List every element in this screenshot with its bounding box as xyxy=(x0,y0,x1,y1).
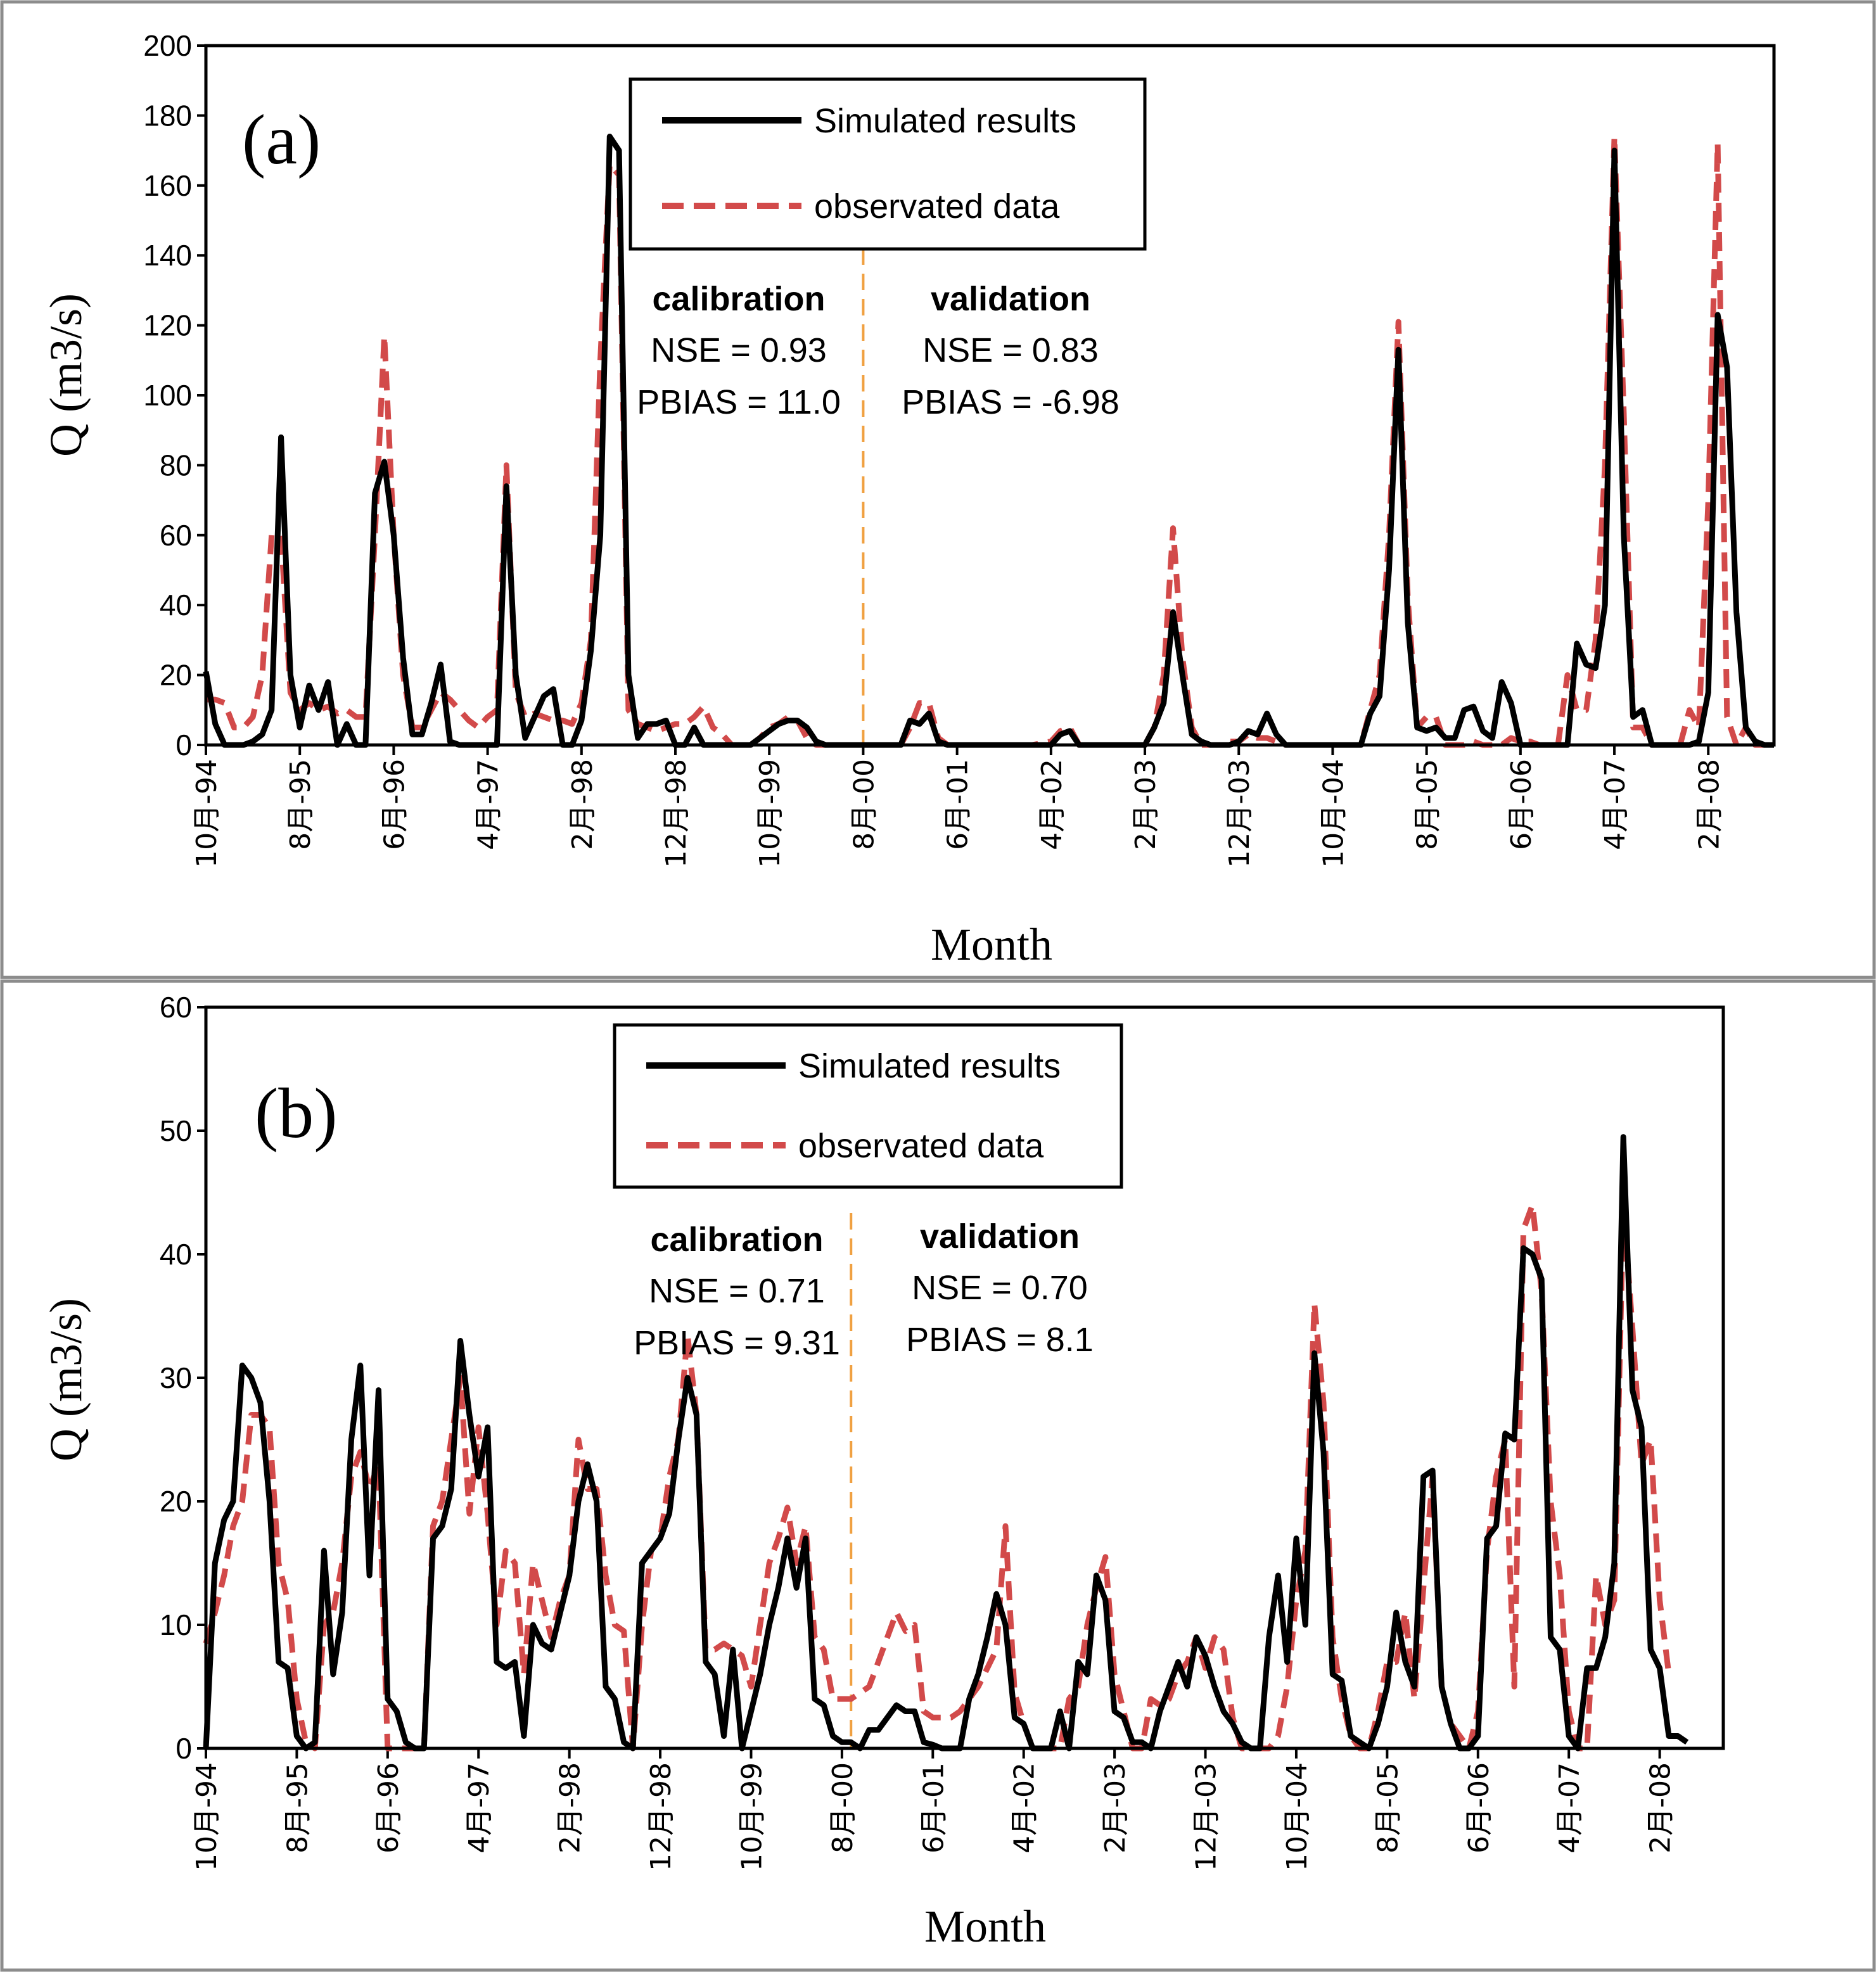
panel-a-observed-series xyxy=(206,134,1774,748)
panel-a-label: (a) xyxy=(242,101,321,179)
y-tick-label: 140 xyxy=(143,239,192,272)
y-tick-label: 160 xyxy=(143,169,192,202)
panel-b-legend: Simulated results observated data xyxy=(613,1023,1123,1189)
x-tick-label: 4月-07 xyxy=(1599,759,1631,850)
panel-a-calibration-annotation: calibration NSE = 0.93 PBIAS = 11.0 xyxy=(637,280,841,421)
panel-a-y-axis-title: Q (m3/s) xyxy=(41,293,91,457)
x-tick-label: 4月-02 xyxy=(1009,1762,1041,1854)
panel-b-validation-nse: NSE = 0.70 xyxy=(912,1269,1088,1307)
panel-a-legend-simulated-label: Simulated results xyxy=(814,102,1076,140)
panel-b-legend-observed-label: observated data xyxy=(798,1127,1044,1165)
x-tick-label: 6月-96 xyxy=(378,759,411,850)
x-tick-label: 6月-06 xyxy=(1505,759,1538,850)
x-tick-label: 10月-99 xyxy=(754,759,786,868)
x-tick-label: 10月-99 xyxy=(736,1762,768,1871)
x-tick-label: 10月-94 xyxy=(191,759,223,868)
y-tick-label: 20 xyxy=(160,1485,192,1518)
x-tick-label: 12月-98 xyxy=(660,759,692,868)
panel-a-validation-annotation: validation NSE = 0.83 PBIAS = -6.98 xyxy=(902,280,1120,421)
x-tick-label: 12月-98 xyxy=(645,1762,677,1871)
y-tick-label: 180 xyxy=(143,99,192,132)
x-tick-label: 6月-06 xyxy=(1463,1762,1495,1854)
panel-a-legend-observed-label: observated data xyxy=(814,188,1060,226)
y-tick-label: 100 xyxy=(143,379,192,412)
panel-b-chart: 0 10 20 30 40 50 60 10月-94 8月-95 6月-96 4月-97 2月-98… xyxy=(41,991,1725,1952)
panel-a-plot-area xyxy=(204,44,1776,747)
panel-b-validation-annotation: validation NSE = 0.70 PBIAS = 8.1 xyxy=(906,1218,1094,1359)
y-tick-label: 200 xyxy=(143,29,192,62)
y-tick-label: 30 xyxy=(160,1361,192,1394)
x-tick-label: 4月-97 xyxy=(463,1762,495,1854)
x-tick-label: 8月-95 xyxy=(284,759,317,850)
x-tick-label: 8月-00 xyxy=(848,759,880,850)
x-tick-label: 4月-07 xyxy=(1554,1762,1586,1854)
x-tick-label: 6月-96 xyxy=(373,1762,405,1854)
x-tick-label: 12月-03 xyxy=(1190,1762,1223,1871)
y-tick-label: 20 xyxy=(160,659,192,692)
x-tick-label: 12月-03 xyxy=(1223,759,1256,868)
x-tick-label: 8月-05 xyxy=(1412,759,1444,850)
panel-b-x-axis-title: Month xyxy=(924,1901,1046,1952)
x-tick-label: 2月-08 xyxy=(1645,1762,1677,1854)
x-tick-label: 4月-02 xyxy=(1036,759,1068,850)
x-tick-label: 2月-98 xyxy=(554,1762,587,1854)
panel-a-legend-box xyxy=(629,77,1147,251)
x-tick-label: 10月-04 xyxy=(1281,1762,1313,1871)
panel-b-validation-pbias: PBIAS = 8.1 xyxy=(906,1321,1094,1359)
panel-b-plot-area xyxy=(204,1005,1725,1750)
y-tick-label: 40 xyxy=(160,1238,192,1271)
y-tick-label: 120 xyxy=(143,309,192,342)
y-tick-label: 0 xyxy=(175,1732,192,1765)
x-tick-label: 8月-05 xyxy=(1372,1762,1404,1854)
x-tick-label: 8月-00 xyxy=(827,1762,859,1854)
y-tick-label: 80 xyxy=(160,448,192,481)
x-tick-label: 2月-98 xyxy=(566,759,599,850)
x-tick-label: 6月-01 xyxy=(942,759,974,850)
panel-b-label: (b) xyxy=(255,1074,338,1153)
panel-a-validation-title: validation xyxy=(931,280,1090,318)
y-tick-label: 60 xyxy=(160,519,192,552)
panel-a-calibration-nse: NSE = 0.93 xyxy=(651,331,827,369)
y-tick-label: 0 xyxy=(175,728,192,761)
panel-b-y-ticks: 0 10 20 30 40 50 60 xyxy=(160,991,206,1765)
x-tick-label: 8月-95 xyxy=(281,1762,314,1854)
x-tick-label: 10月-94 xyxy=(191,1762,223,1871)
x-tick-label: 6月-01 xyxy=(917,1762,950,1854)
y-tick-label: 10 xyxy=(160,1608,192,1641)
panel-a-y-ticks: 0 20 40 60 80 100 120 140 160 180 200 xyxy=(143,29,206,761)
y-tick-label: 40 xyxy=(160,588,192,621)
y-tick-label: 50 xyxy=(160,1114,192,1147)
x-tick-label: 4月-97 xyxy=(473,759,505,850)
panel-b-observed-series xyxy=(203,1202,1672,1752)
panel-b-calibration-nse: NSE = 0.71 xyxy=(649,1272,825,1310)
panel-a-legend: Simulated results observated data xyxy=(629,77,1147,251)
panel-a-x-axis-title: Month xyxy=(931,919,1052,970)
x-tick-label: 10月-04 xyxy=(1317,759,1350,868)
y-tick-label: 60 xyxy=(160,991,192,1024)
panel-b-validation-title: validation xyxy=(920,1218,1080,1256)
panel-b-y-axis-title: Q (m3/s) xyxy=(41,1298,91,1461)
x-tick-label: 2月-03 xyxy=(1130,759,1162,850)
panel-a-chart: 0 20 40 60 80 100 120 140 160 180 200 10月-94 8月-95 6… xyxy=(41,29,1776,970)
panel-b-calibration-pbias: PBIAS = 9.31 xyxy=(634,1324,840,1362)
x-tick-label: 2月-08 xyxy=(1693,759,1725,850)
panel-a-validation-pbias: PBIAS = -6.98 xyxy=(902,383,1120,421)
panel-a-validation-nse: NSE = 0.83 xyxy=(922,331,1099,369)
panel-b-calibration-title: calibration xyxy=(650,1221,823,1259)
panel-b-calibration-annotation: calibration NSE = 0.71 PBIAS = 9.31 xyxy=(634,1221,840,1362)
panel-b-legend-box xyxy=(613,1023,1123,1189)
panel-b-x-ticks: 10月-94 8月-95 6月-96 4月-97 2月-98 12月-98 10月-99 8月… xyxy=(191,1748,1677,1871)
panel-b-legend-simulated-label: Simulated results xyxy=(798,1047,1061,1085)
panel-a-calibration-title: calibration xyxy=(652,280,825,318)
x-tick-label: 2月-03 xyxy=(1099,1762,1132,1854)
panel-a-calibration-pbias: PBIAS = 11.0 xyxy=(637,383,841,421)
panel-a-x-ticks: 10月-94 8月-95 6月-96 4月-97 2月-98 12月-98 10月-99 8月… xyxy=(191,745,1725,868)
